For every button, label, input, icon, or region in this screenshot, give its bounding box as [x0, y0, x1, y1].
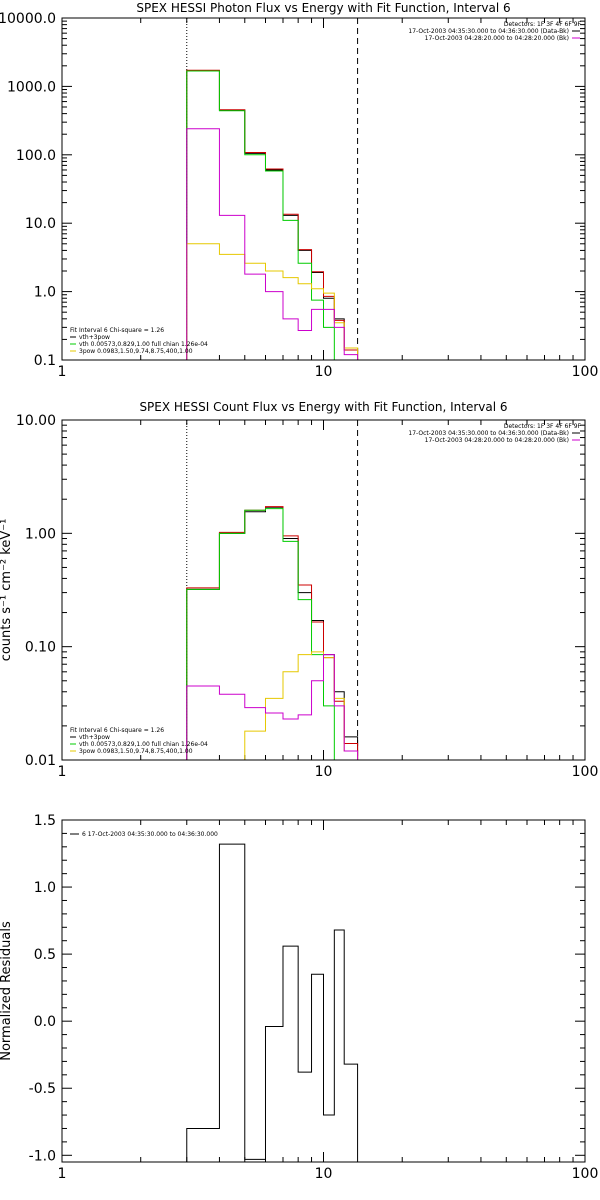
y-tick-label: -1.0 — [29, 1148, 56, 1164]
y-tick-label: 0.10 — [25, 640, 56, 656]
series-line-0 — [186, 70, 359, 360]
photon-panel: SPEX HESSI Photon Flux vs Energy with Fi… — [0, 1, 599, 380]
chart-title: SPEX HESSI Photon Flux vs Energy with Fi… — [136, 1, 510, 15]
legend-header: Fit Interval 6 Chi-square = 1.26 — [70, 327, 164, 334]
detectors-label: Detectors: 1F 3F 4F 6F 9F — [504, 21, 582, 28]
plot-frame — [61, 819, 586, 1163]
y-axis-label: Normalized Residuals — [0, 921, 14, 1061]
series-line-1 — [186, 506, 359, 760]
y-tick-label: 1.0 — [34, 880, 56, 896]
plot-frame — [61, 17, 586, 361]
x-tick-label: 10 — [315, 364, 333, 380]
series-line-2 — [186, 508, 345, 760]
residuals-panel: Normalized Residuals 1 10 100 -1.0 -0.5 0.0 0.5… — [0, 813, 598, 1182]
count-panel: SPEX HESSI Count Flux vs Energy with Fit… — [0, 400, 599, 780]
x-tick-label: 1 — [58, 364, 67, 380]
x-tick-label: 1 — [58, 1166, 67, 1182]
time-interval-label: 17-Oct-2003 04:28:20.000 to 04:28:20.000… — [425, 437, 569, 444]
y-tick-label: 1000.0 — [7, 79, 56, 95]
time-interval-label: 17-Oct-2003 04:35:30.000 to 04:36:30.000… — [408, 28, 569, 35]
y-tick-label: 1.0 — [34, 285, 56, 301]
series-group — [186, 506, 359, 760]
x-tick-label: 100 — [572, 764, 599, 780]
legend-label: 3pow 0.0983,1.50,9.74,8.75,400,1.00 — [79, 748, 193, 755]
y-tick-label: 0.0 — [34, 1014, 56, 1030]
y-tick-label: 0.5 — [34, 947, 56, 963]
time-interval-label: 17-Oct-2003 04:28:20.000 to 04:28:20.000… — [425, 35, 569, 42]
series-line-4 — [186, 128, 359, 360]
series-line-0 — [186, 506, 359, 760]
x-tick-label: 100 — [572, 1166, 599, 1182]
series-line-1 — [186, 69, 359, 360]
y-tick-label: 1.5 — [34, 813, 56, 829]
series-line-0 — [186, 843, 359, 1162]
detectors-label: Detectors: 1F 3F 4F 6F 9F — [504, 423, 582, 430]
y-tick-label: 0.01 — [25, 753, 56, 769]
series-line-3 — [186, 243, 359, 360]
x-tick-label: 1 — [58, 764, 67, 780]
series-group — [186, 69, 359, 360]
y-tick-label: 100.0 — [16, 148, 56, 164]
y-tick-label: 10000.0 — [0, 11, 56, 27]
legend-label: 6 17-Oct-2003 04:35:30.000 to 04:36:30.0… — [82, 831, 218, 838]
chart-title: SPEX HESSI Count Flux vs Energy with Fit… — [139, 400, 507, 414]
series-line-2 — [186, 70, 335, 360]
x-tick-label: 100 — [572, 364, 599, 380]
x-tick-label: 10 — [315, 764, 333, 780]
series-line-4 — [186, 654, 359, 760]
legend-header: Fit Interval 6 Chi-square = 1.26 — [70, 727, 164, 734]
y-axis-label: counts s⁻¹ cm⁻² keV⁻¹ — [0, 519, 14, 662]
legend-label: vth 0.00573,0.829,1.00 full chian 1.26e-… — [79, 341, 208, 348]
x-tick-label: 10 — [315, 1166, 333, 1182]
y-tick-label: -0.5 — [29, 1081, 56, 1097]
legend-label: vth+3pow — [79, 734, 110, 741]
time-interval-label: 17-Oct-2003 04:35:30.000 to 04:36:30.000… — [408, 430, 569, 437]
y-tick-label: 10.00 — [16, 413, 56, 429]
legend-label: vth+3pow — [79, 334, 110, 341]
y-tick-label: 0.1 — [34, 353, 56, 369]
y-tick-label: 1.00 — [25, 526, 56, 542]
legend-label: vth 0.00573,0.829,1.00 full chian 1.26e-… — [79, 741, 208, 748]
legend-label: 3pow 0.0983,1.50,9.74,8.75,400,1.00 — [79, 348, 193, 355]
series-group — [186, 843, 359, 1162]
plot-frame — [61, 419, 586, 761]
series-line-3 — [218, 651, 359, 760]
y-tick-label: 10.0 — [25, 216, 56, 232]
